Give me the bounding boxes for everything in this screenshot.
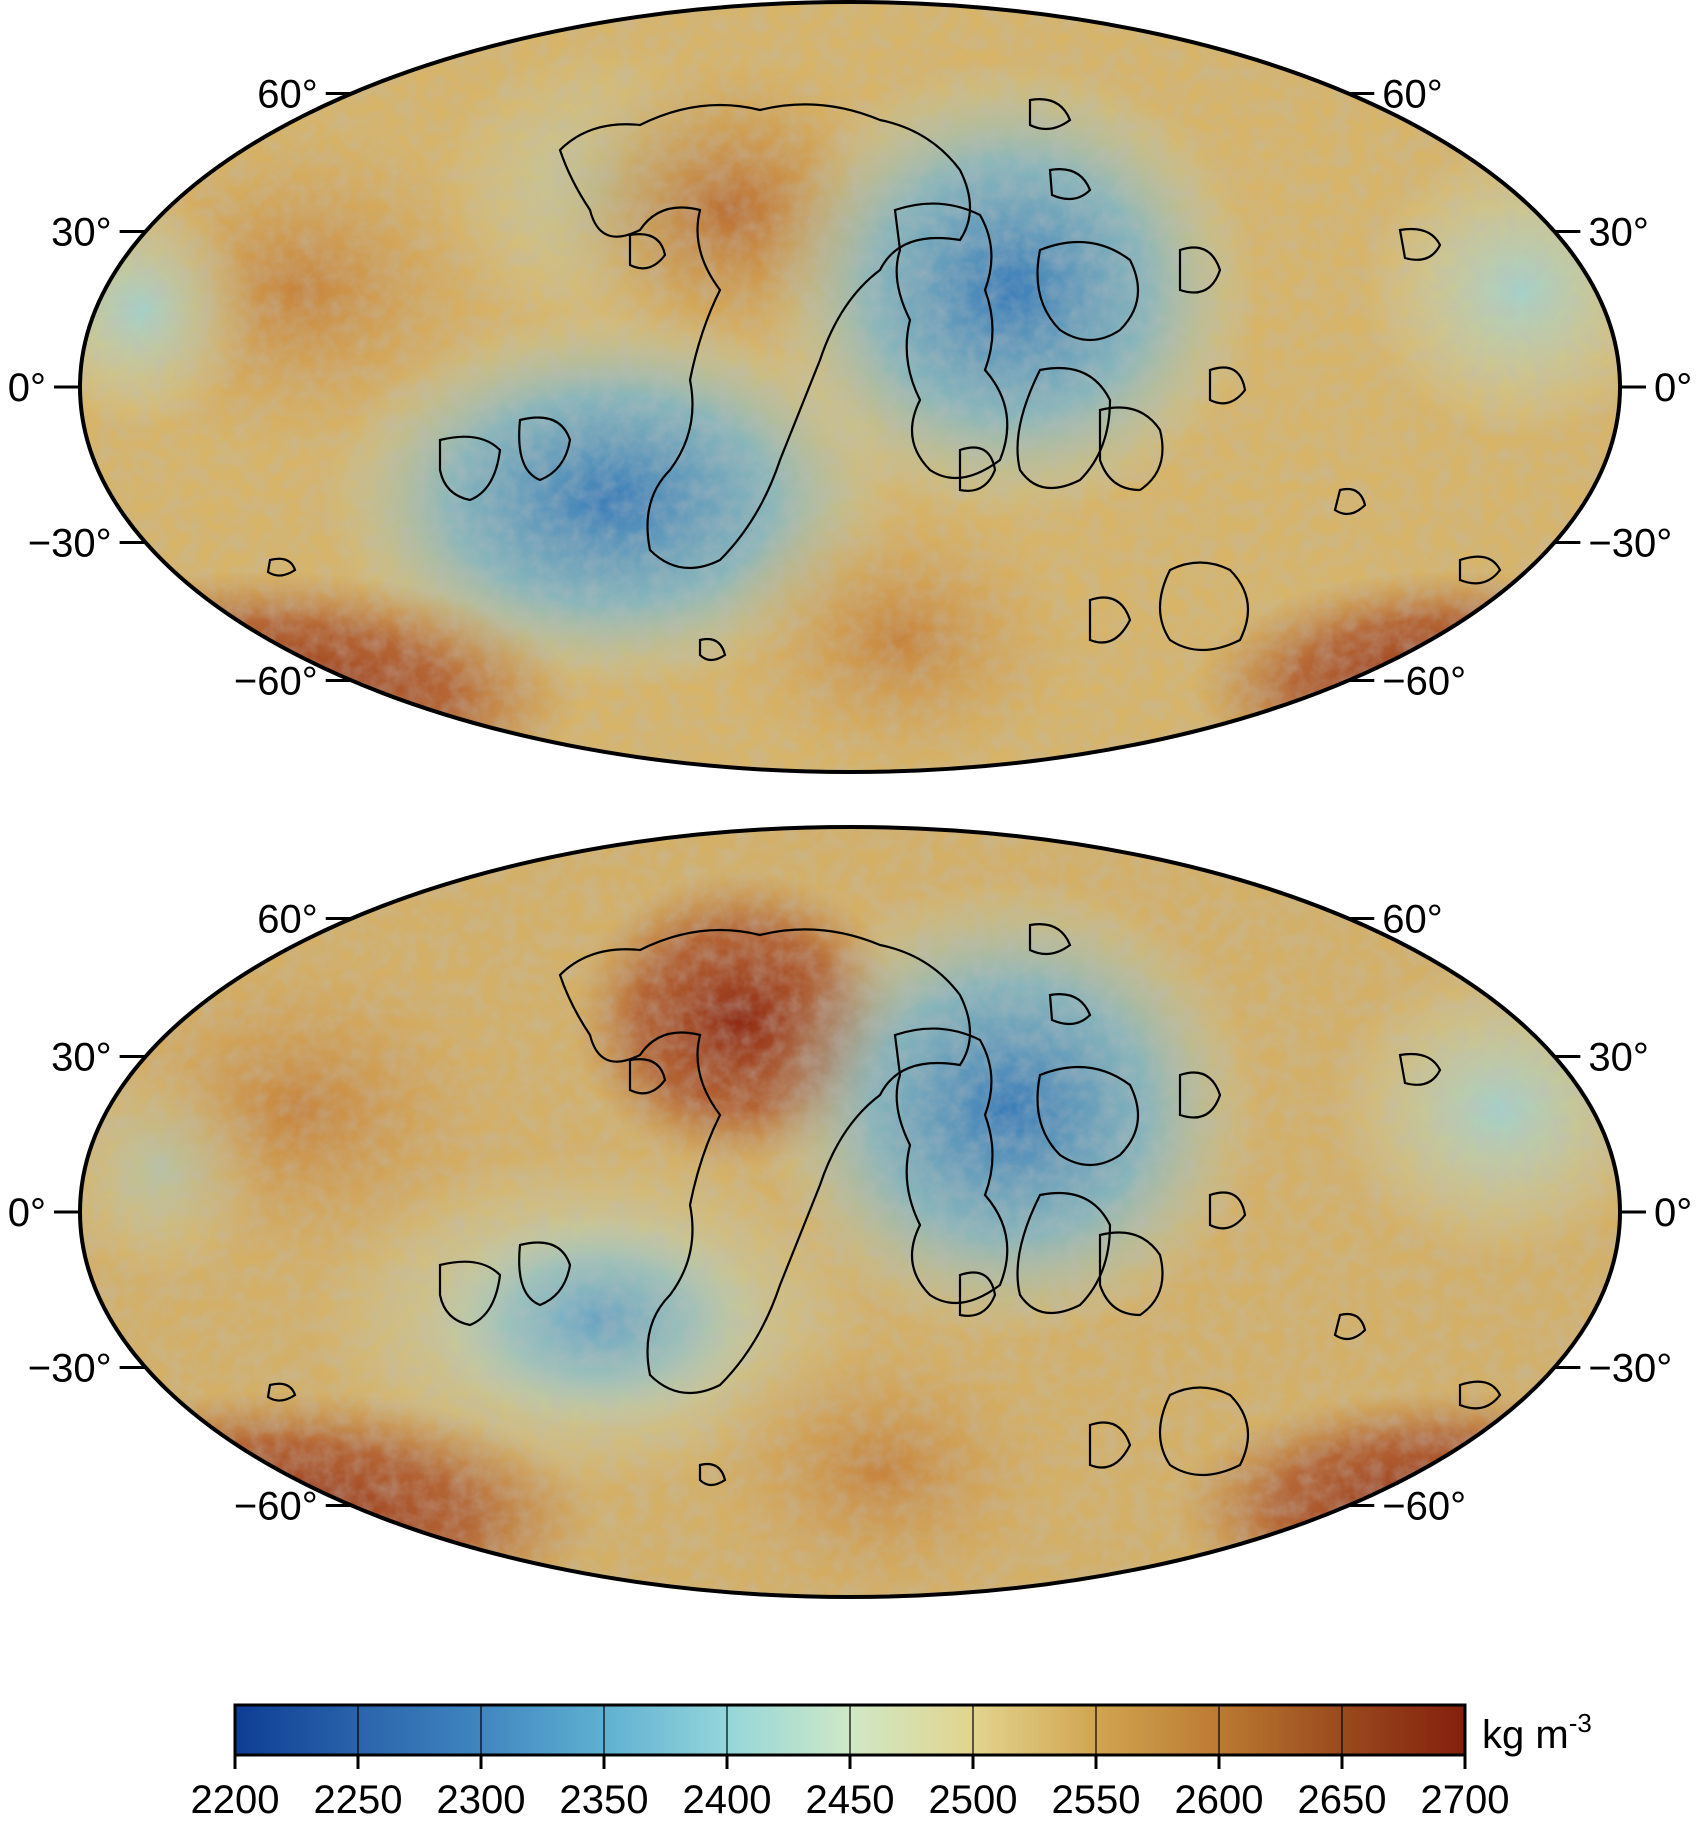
colorbar-tick-label: 2250 xyxy=(314,1778,403,1822)
map-top-lat-ticks: 60° 60° 30° 30° 0° 0° −30° −30° −60° −60° xyxy=(8,72,1693,703)
lat-label-right: 30° xyxy=(1588,210,1649,254)
colorbar-tick-label: 2550 xyxy=(1052,1778,1141,1822)
lat-label-right: −60° xyxy=(1382,1485,1466,1529)
colorbar-tick-label: 2450 xyxy=(806,1778,895,1822)
lat-label-right: 60° xyxy=(1382,72,1443,116)
colorbar-tick-label: 2700 xyxy=(1421,1778,1510,1822)
colorbar-tick-label: 2400 xyxy=(683,1778,772,1822)
colorbar-unit: kg m-3 xyxy=(1482,1708,1592,1757)
colorbar-unit-main: kg m xyxy=(1482,1713,1569,1757)
mare-outlines-bottom xyxy=(266,923,1502,1487)
map-bottom-field xyxy=(80,827,1620,1597)
lat-label-right: 60° xyxy=(1382,897,1443,941)
colorbar-tick-label: 2300 xyxy=(437,1778,526,1822)
lat-label-right: 0° xyxy=(1654,1191,1692,1235)
colorbar-unit-sup: -3 xyxy=(1569,1708,1592,1738)
map-bottom-lat-ticks: 60° 60° 30° 30° 0° 0° −30° −30° −60° −60° xyxy=(8,897,1693,1528)
lat-label-left: −30° xyxy=(28,1347,112,1391)
colorbar-tick-label: 2350 xyxy=(560,1778,649,1822)
lat-label-right: −30° xyxy=(1588,1347,1672,1391)
lat-label-left: −60° xyxy=(234,660,318,704)
lat-label-left: 60° xyxy=(257,72,318,116)
mare-outlines-top xyxy=(266,98,1502,662)
map-bottom: 60° 60° 30° 30° 0° 0° −30° −30° −60° −60° xyxy=(8,825,1693,1599)
colorbar-ticks: 2200 2250 2300 2350 2400 2450 2500 2550 2600 2650… xyxy=(191,1705,1510,1822)
lat-label-left: 60° xyxy=(257,897,318,941)
lat-label-left: 0° xyxy=(8,1191,46,1235)
colorbar-tick-label: 2200 xyxy=(191,1778,280,1822)
colorbar-tick-label: 2650 xyxy=(1298,1778,1387,1822)
lat-label-right: −60° xyxy=(1382,660,1466,704)
map-top-field xyxy=(80,2,1620,772)
map-top: 60° 60° 30° 30° 0° 0° −30° −30° −60° −60° xyxy=(8,0,1693,774)
lat-label-right: 30° xyxy=(1588,1035,1649,1079)
colorbar-tick-label: 2500 xyxy=(929,1778,1018,1822)
lat-label-left: 30° xyxy=(51,1035,112,1079)
lat-label-right: 0° xyxy=(1654,366,1692,410)
lat-label-left: 30° xyxy=(51,210,112,254)
lat-label-left: 0° xyxy=(8,366,46,410)
colorbar-tick-label: 2600 xyxy=(1175,1778,1264,1822)
lat-label-left: −30° xyxy=(28,522,112,566)
colorbar: 2200 2250 2300 2350 2400 2450 2500 2550 2600 2650… xyxy=(191,1703,1592,1822)
lat-label-left: −60° xyxy=(234,1485,318,1529)
lat-label-right: −30° xyxy=(1588,522,1672,566)
